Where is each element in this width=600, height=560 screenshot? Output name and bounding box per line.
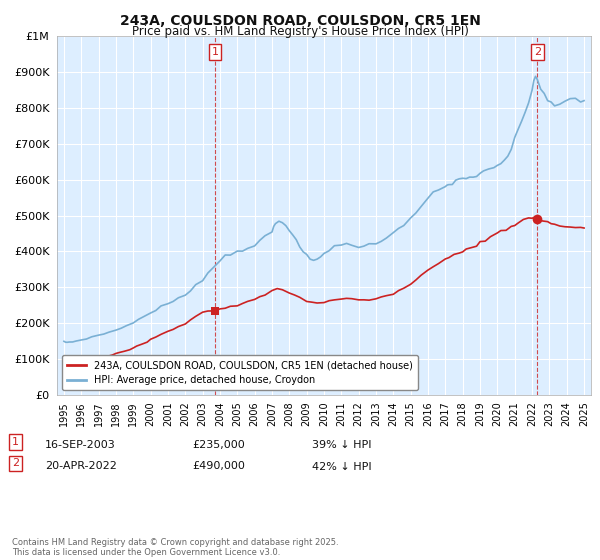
Text: 16-SEP-2003: 16-SEP-2003 bbox=[45, 440, 116, 450]
Text: Price paid vs. HM Land Registry's House Price Index (HPI): Price paid vs. HM Land Registry's House … bbox=[131, 25, 469, 38]
Text: 2: 2 bbox=[12, 459, 19, 469]
Text: 2: 2 bbox=[533, 47, 541, 57]
Text: £235,000: £235,000 bbox=[192, 440, 245, 450]
Text: 42% ↓ HPI: 42% ↓ HPI bbox=[312, 461, 371, 472]
Text: 39% ↓ HPI: 39% ↓ HPI bbox=[312, 440, 371, 450]
Text: 1: 1 bbox=[212, 47, 218, 57]
Text: £490,000: £490,000 bbox=[192, 461, 245, 472]
Text: 20-APR-2022: 20-APR-2022 bbox=[45, 461, 117, 472]
Text: 243A, COULSDON ROAD, COULSDON, CR5 1EN: 243A, COULSDON ROAD, COULSDON, CR5 1EN bbox=[119, 14, 481, 28]
Text: 1: 1 bbox=[12, 437, 19, 447]
Text: Contains HM Land Registry data © Crown copyright and database right 2025.
This d: Contains HM Land Registry data © Crown c… bbox=[12, 538, 338, 557]
Legend: 243A, COULSDON ROAD, COULSDON, CR5 1EN (detached house), HPI: Average price, det: 243A, COULSDON ROAD, COULSDON, CR5 1EN (… bbox=[62, 356, 418, 390]
